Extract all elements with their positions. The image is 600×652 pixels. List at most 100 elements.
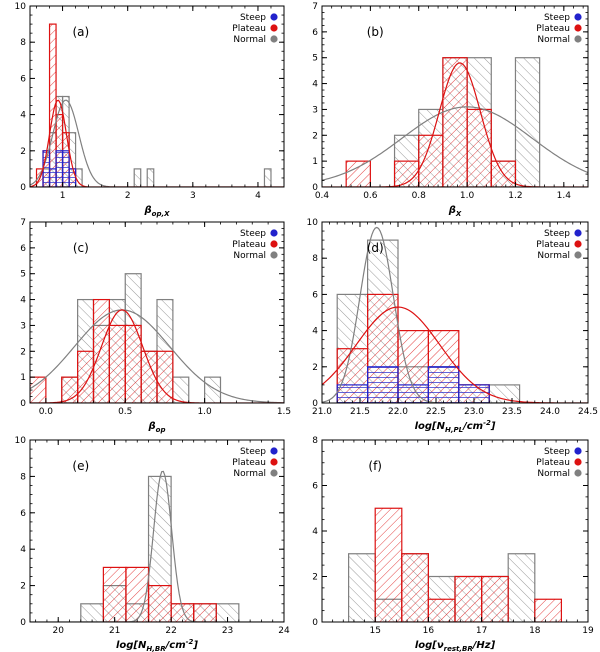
plot-area (348, 507, 562, 622)
bar-plateau-0 (345, 160, 371, 187)
x-tick-label: 1.0 (197, 407, 212, 417)
x-axis-label: βop,X (143, 205, 170, 218)
x-axis-label: log[NH,PL/cm-2] (415, 419, 496, 434)
bar-steep-1 (367, 366, 399, 403)
x-tick-label: 21 (109, 626, 120, 636)
x-tick-label: 0.0 (39, 407, 54, 417)
fit-curve-normal (30, 309, 284, 403)
x-tick-label: 1.0 (460, 191, 475, 201)
bar-normal-5 (514, 57, 541, 187)
y-tick-label: 10 (15, 436, 27, 446)
x-tick-label: 21.0 (312, 407, 332, 417)
legend-entry-steep: Steep (544, 447, 570, 457)
bar-plateau-4 (481, 575, 509, 622)
y-tick-label: 10 (15, 2, 27, 12)
legend-entry-plateau: Plateau (536, 240, 570, 250)
legend-marker-steep (574, 229, 582, 237)
fit-curve-normal (30, 99, 284, 187)
legend-marker-steep (270, 13, 278, 21)
x-tick-label: 24.0 (540, 407, 560, 417)
y-tick-label: 4 (312, 327, 318, 337)
legend-marker-normal (270, 251, 278, 259)
legend-marker-plateau (270, 24, 278, 32)
x-axis-label: log[νrest,BR/Hz] (415, 640, 496, 652)
x-axis-label: βX (448, 205, 462, 218)
bar-plateau-3 (442, 57, 468, 187)
y-tick-label: 8 (312, 254, 318, 264)
bar-plateau-4 (466, 108, 492, 187)
bar-plateau-4 (108, 324, 126, 403)
legend-entry-plateau: Plateau (232, 458, 266, 468)
bar-steep-3 (61, 150, 70, 187)
legend-entry-normal: Normal (537, 35, 570, 45)
x-tick-label: 23.5 (502, 407, 522, 417)
y-tick-label: 2 (312, 131, 318, 141)
x-tick-label: 0.5 (118, 407, 132, 417)
x-tick-label: 1.2 (508, 191, 522, 201)
legend-marker-steep (270, 229, 278, 237)
y-tick-label: 2 (20, 147, 26, 157)
bar-plateau-1 (125, 566, 150, 622)
bar-normal-0 (80, 603, 104, 622)
y-tick-label: 4 (312, 80, 318, 90)
y-tick-label: 7 (312, 2, 318, 12)
x-tick-label: 20 (52, 626, 64, 636)
panel-tag: (a) (72, 25, 89, 39)
legend-marker-normal (574, 469, 582, 477)
y-tick-label: 5 (312, 54, 318, 64)
bar-plateau-3 (454, 575, 483, 622)
x-tick-label: 18 (529, 626, 541, 636)
bar-steep-4 (68, 168, 77, 187)
x-tick-label: 1.4 (557, 191, 572, 201)
x-tick-label: 4 (255, 191, 261, 201)
bar-normal-7 (146, 168, 155, 187)
panel-tag: (d) (367, 241, 384, 255)
y-tick-label: 3 (312, 105, 318, 115)
y-tick-label: 2 (20, 582, 26, 592)
legend-marker-normal (270, 35, 278, 43)
x-tick-label: 22.5 (426, 407, 446, 417)
legend-entry-plateau: Plateau (232, 24, 266, 34)
bar-steep-2 (55, 150, 64, 187)
x-tick-label: 17 (476, 626, 487, 636)
legend-marker-normal (270, 469, 278, 477)
fit-curve-normal (322, 106, 588, 181)
legend-marker-plateau (270, 240, 278, 248)
bar-normal-6 (133, 168, 142, 187)
bar-steep-1 (48, 168, 57, 187)
bar-plateau-0 (374, 507, 403, 622)
legend-entry-plateau: Plateau (232, 240, 266, 250)
plot-area (30, 470, 284, 622)
x-tick-label: 1 (60, 191, 66, 201)
bar-normal-6 (507, 553, 536, 622)
legend-marker-plateau (574, 240, 582, 248)
y-tick-label: 0 (312, 618, 318, 628)
plot-area (30, 23, 284, 187)
legend-entry-normal: Normal (233, 251, 266, 261)
legend-entry-steep: Steep (544, 229, 570, 239)
panel-tag: (b) (367, 25, 384, 39)
legend-entry-steep: Steep (240, 13, 266, 23)
y-tick-label: 1 (20, 373, 26, 383)
bar-plateau-2 (147, 584, 172, 622)
y-tick-label: 6 (312, 482, 318, 492)
y-tick-label: 0 (20, 399, 26, 409)
legend-entry-normal: Normal (233, 35, 266, 45)
fit-curve-plateau (30, 309, 284, 403)
y-tick-label: 6 (20, 244, 26, 254)
y-tick-label: 6 (312, 290, 318, 300)
legend-marker-plateau (574, 24, 582, 32)
panel-tag: (c) (73, 241, 89, 255)
y-tick-label: 7 (20, 218, 26, 228)
y-tick-label: 10 (307, 218, 319, 228)
y-tick-label: 0 (20, 183, 26, 193)
x-tick-label: 3 (190, 191, 196, 201)
legend-entry-steep: Steep (240, 229, 266, 239)
x-tick-label: 1.5 (277, 407, 291, 417)
bar-steep-3 (427, 366, 460, 403)
